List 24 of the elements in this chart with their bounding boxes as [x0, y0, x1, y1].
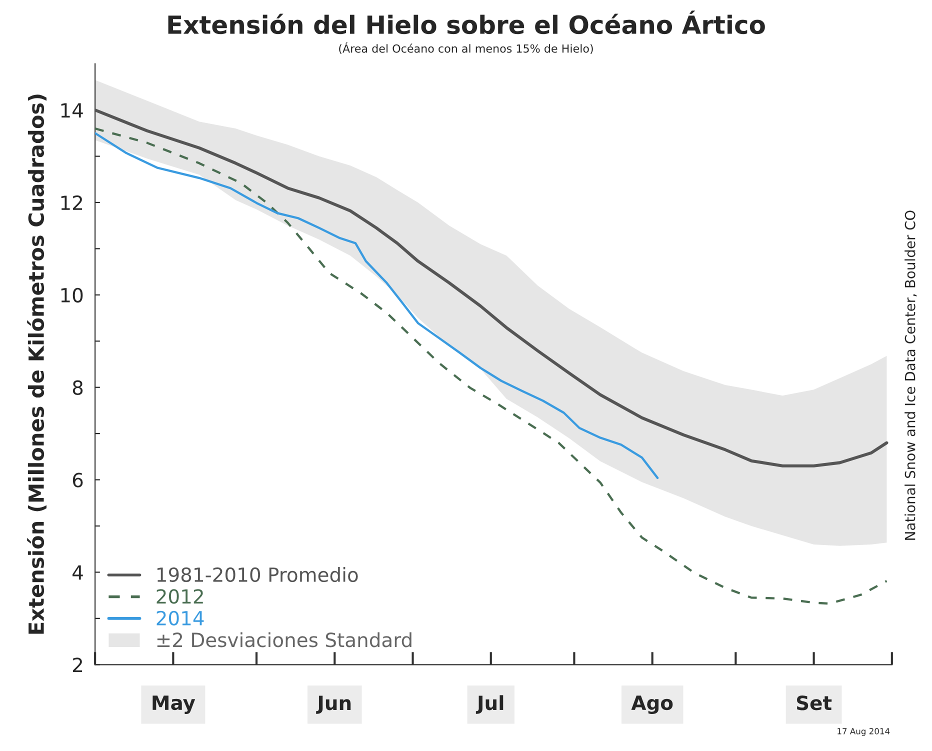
x-tick-label: Jul [476, 695, 504, 714]
y-tick-label: 2 [73, 658, 82, 672]
chart-subtitle: (Área del Océano con al menos 15% de Hielo) [339, 42, 593, 54]
legend-label: 1981-2010 Promedio [157, 567, 358, 582]
line-series [95, 127, 888, 605]
text: National Snow and Ice Data Center, Boulder CO [904, 210, 917, 540]
x-tick-label: May [152, 696, 196, 714]
y-tick-label: 4 [72, 565, 83, 580]
line-series [95, 108, 888, 468]
y-tick-label: 10 [61, 288, 83, 303]
y-axis-title: Extensión (Millones de Kilómetros Cuadrados) [27, 94, 47, 634]
line-series [95, 132, 659, 480]
legend-label: 2014 [156, 610, 204, 626]
y-tick-label: 6 [72, 472, 83, 488]
chart-title: Extensión del Hielo sobre el Océano Ártico [168, 10, 765, 34]
text: 17 Aug 2014 [838, 728, 890, 736]
x-tick-label: Jun [316, 696, 351, 714]
x-tick-label: Ago [631, 696, 673, 714]
legend-label: 2012 [156, 589, 203, 604]
annotation: ±2 Desviaciones Standard [157, 632, 412, 648]
y-tick-label: 8 [72, 380, 83, 396]
y-tick-label: 12 [61, 195, 82, 210]
y-tick-label: 14 [61, 103, 83, 118]
x-tick-label: Set [796, 696, 832, 710]
